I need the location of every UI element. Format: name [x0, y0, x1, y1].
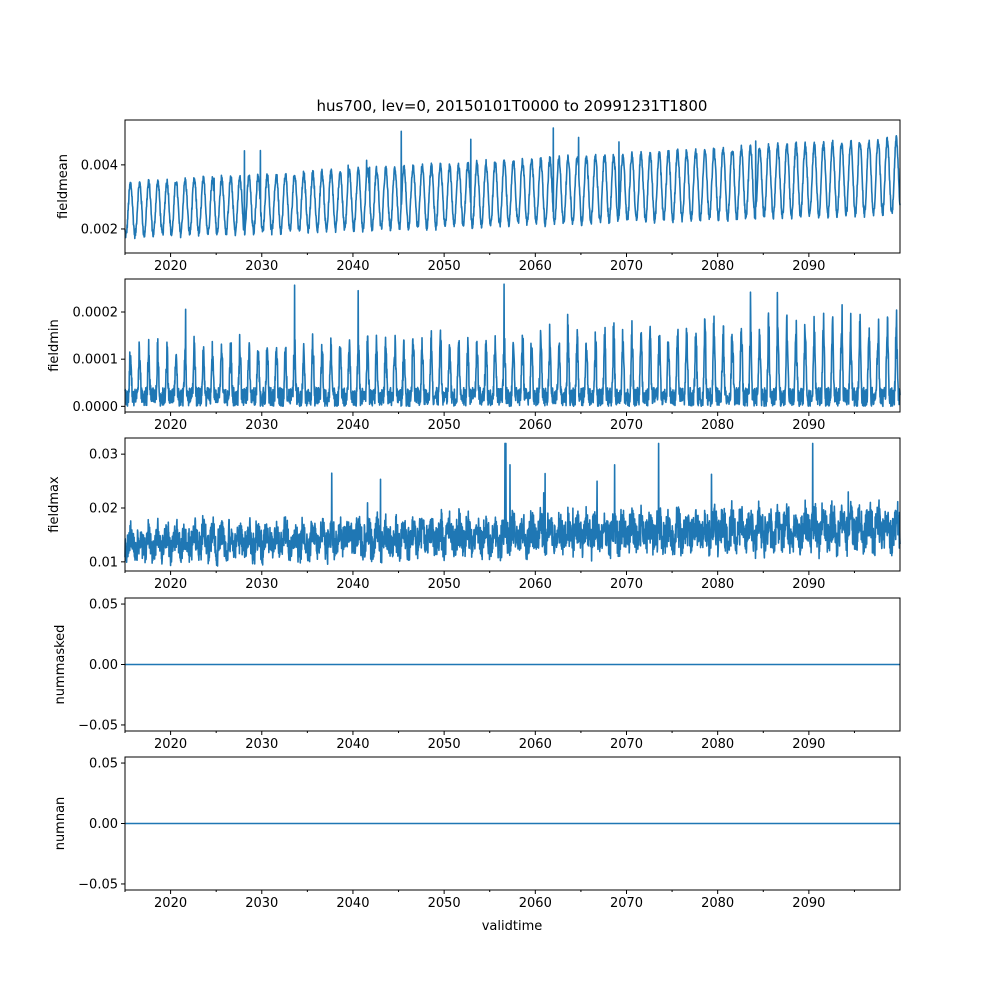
axes-frame	[124, 597, 901, 732]
x-tick-label: 2050	[428, 577, 461, 592]
x-axis-label: validtime	[482, 919, 543, 934]
y-tick-label: −0.05	[78, 718, 118, 733]
x-tick-label: 2080	[701, 896, 734, 911]
y-axis-label: numnan	[53, 797, 68, 851]
panel-fieldmax: fieldmax 0.01 0.02 0.03 2020 2030 2040 2050 2060…	[47, 437, 901, 592]
axes-frame	[124, 437, 901, 572]
x-tick-label: 2070	[610, 259, 643, 274]
x-tick-label: 2050	[428, 896, 461, 911]
x-tick-label: 2080	[701, 737, 734, 752]
x-tick-label: 2090	[792, 896, 825, 911]
y-axis-label: nummasked	[53, 625, 68, 705]
x-tick-label: 2070	[610, 418, 643, 433]
y-tick-label: 0.0002	[73, 306, 119, 321]
y-tick-label: 0.02	[89, 502, 118, 517]
x-tick-label: 2030	[245, 418, 278, 433]
x-tick-label: 2040	[336, 418, 369, 433]
x-tick-label: 2020	[154, 577, 187, 592]
x-tick-label: 2060	[519, 577, 552, 592]
chart-title: hus700, lev=0, 20150101T0000 to 20991231…	[317, 97, 708, 115]
x-tick-label: 2070	[610, 737, 643, 752]
x-tick-label: 2060	[519, 896, 552, 911]
x-tick-label: 2070	[610, 896, 643, 911]
x-tick-label: 2030	[245, 577, 278, 592]
x-tick-label: 2040	[336, 896, 369, 911]
x-tick-label: 2030	[245, 259, 278, 274]
x-tick-label: 2080	[701, 577, 734, 592]
panel-fieldmean: fieldmean 0.002 0.004 2020 2030 2040 2050 2060 2…	[56, 119, 901, 274]
x-tick-label: 2040	[336, 259, 369, 274]
panel-fieldmin: fieldmin 0.0000 0.0001 0.0002 2020 2030 2040 20…	[47, 278, 901, 433]
y-tick-label: 0.05	[89, 598, 118, 613]
x-tick-label: 2080	[701, 259, 734, 274]
y-tick-label: 0.05	[89, 757, 118, 772]
x-tick-label: 2060	[519, 418, 552, 433]
x-tick-label: 2020	[154, 896, 187, 911]
x-tick-label: 2060	[519, 737, 552, 752]
x-tick-label: 2020	[154, 259, 187, 274]
x-tick-label: 2080	[701, 418, 734, 433]
y-tick-label: 0.0001	[73, 353, 119, 368]
x-tick-label: 2090	[792, 737, 825, 752]
y-axis-label: fieldmin	[47, 319, 62, 372]
series-line-fieldmin	[124, 283, 901, 408]
panel-nummasked: nummasked −0.05 0.00 0.05 2020 2030 2040 2050 20…	[53, 597, 901, 752]
x-tick-label: 2020	[154, 737, 187, 752]
panel-numnan: numnan −0.05 0.00 0.05 2020 2030 2040 2050 2060 2…	[53, 756, 901, 911]
y-tick-label: 0.0000	[73, 400, 119, 415]
x-tick-label: 2050	[428, 418, 461, 433]
y-tick-label: 0.01	[89, 555, 118, 570]
x-tick-label: 2020	[154, 418, 187, 433]
y-axis-label: fieldmean	[56, 154, 71, 219]
x-tick-label: 2070	[610, 577, 643, 592]
series-line-fieldmean	[124, 127, 901, 240]
x-tick-label: 2030	[245, 737, 278, 752]
axes-frame	[124, 278, 901, 413]
x-tick-label: 2090	[792, 259, 825, 274]
x-tick-label: 2060	[519, 259, 552, 274]
y-tick-label: 0.00	[89, 658, 118, 673]
x-tick-label: 2030	[245, 896, 278, 911]
x-tick-label: 2090	[792, 418, 825, 433]
panels: fieldmean 0.002 0.004 2020 2030 2040 2050 2060 2…	[47, 119, 901, 911]
y-tick-label: 0.002	[81, 222, 118, 237]
y-tick-label: −0.05	[78, 877, 118, 892]
x-tick-label: 2090	[792, 577, 825, 592]
x-tick-label: 2050	[428, 259, 461, 274]
axes-frame	[124, 119, 901, 254]
y-tick-label: 0.03	[89, 448, 118, 463]
x-tick-label: 2050	[428, 737, 461, 752]
y-tick-label: 0.004	[81, 158, 118, 173]
axes-frame	[124, 756, 901, 891]
y-tick-label: 0.00	[89, 817, 118, 832]
x-tick-label: 2040	[336, 577, 369, 592]
x-tick-label: 2040	[336, 737, 369, 752]
series-line-fieldmax	[124, 442, 901, 567]
y-axis-label: fieldmax	[47, 476, 62, 533]
